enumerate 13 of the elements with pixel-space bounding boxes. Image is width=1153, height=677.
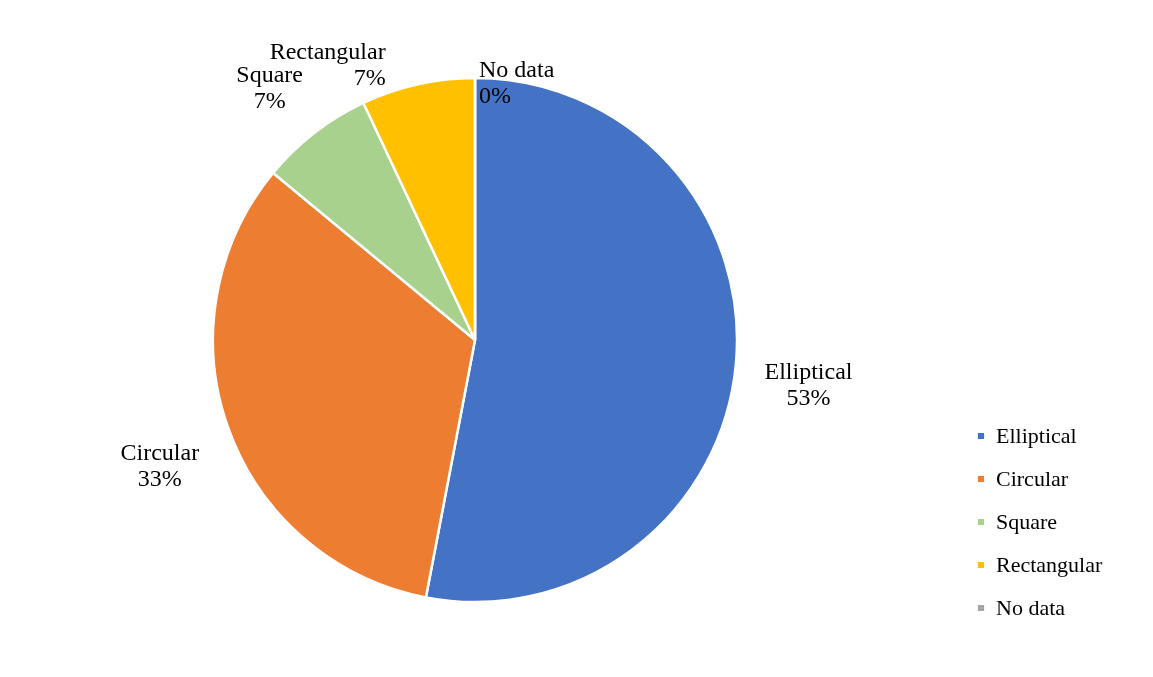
- legend-label: Square: [996, 509, 1058, 534]
- text: 0%: [479, 82, 511, 108]
- slice-label: Circular: [120, 439, 200, 466]
- data-label: 53%: [786, 383, 831, 410]
- legend-label: Rectangular: [996, 552, 1103, 577]
- legend-label: Elliptical: [996, 423, 1077, 448]
- legend-label: No data: [996, 595, 1066, 620]
- data-label: 7%: [353, 64, 386, 91]
- legend-label: Circular: [996, 466, 1069, 491]
- category-label: No data: [479, 56, 555, 82]
- data-label: 7%: [253, 87, 286, 114]
- slice-label: Elliptical: [764, 357, 853, 384]
- data-label: 33%: [137, 465, 182, 492]
